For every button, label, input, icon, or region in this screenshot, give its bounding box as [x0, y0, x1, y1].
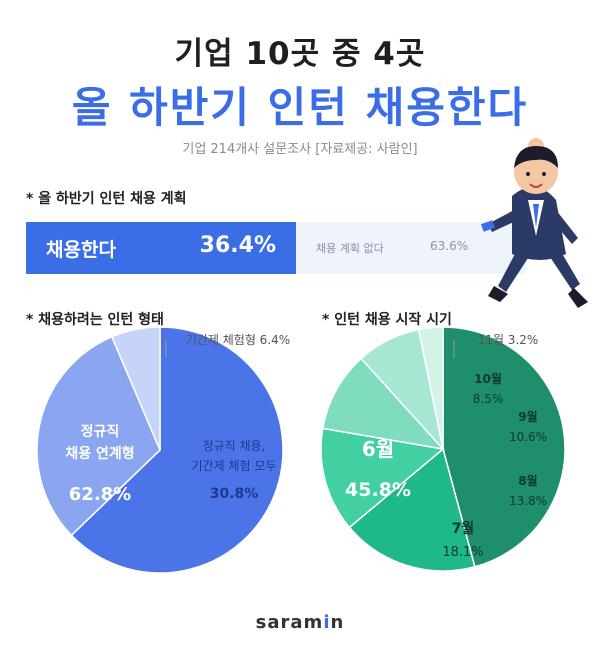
- plan-chart-title: * 올 하반기 인턴 채용 계획: [26, 191, 187, 207]
- month-slice-5: [417, 326, 444, 450]
- type-slice-2-label: 기간제 체험형 6.4%: [186, 333, 290, 347]
- plan-no-label: 채용 계획 없다: [316, 242, 384, 255]
- plan-yes-value: 36.4%: [199, 233, 276, 258]
- month-slice-2-value: 13.8%: [509, 494, 547, 508]
- type-slice-1-value: 30.8%: [210, 486, 259, 502]
- type-slice-2: [110, 326, 161, 451]
- type-slice-1-label-line-2: 기간제 체험 모두: [192, 459, 277, 473]
- businessman-illustration: [480, 138, 588, 308]
- month-slice-4-label: 10월: [474, 371, 502, 386]
- plan-bar-yes: 채용한다 36.4%: [26, 222, 296, 274]
- title-line-2: 올 하반기 인턴 채용한다: [71, 83, 529, 132]
- month-slice-2-label: 8월: [518, 473, 537, 488]
- month-slice-3: [321, 357, 446, 451]
- month-slice-2: [320, 427, 445, 529]
- month-slice-1: [348, 447, 476, 572]
- month-slice-4-value: 8.5%: [473, 392, 504, 406]
- month-chart-title: * 인턴 채용 시작 시기: [322, 312, 452, 328]
- saramin-logo: saramin: [0, 612, 600, 633]
- logo-prefix: saram: [255, 612, 324, 633]
- type-slice-1-label-line-1: 정규직 채용,: [203, 439, 266, 453]
- month-slice-5-label: 11월 3.2%: [478, 333, 539, 347]
- month-slice-1-value: 18.1%: [442, 545, 483, 560]
- month-slice-3-value: 10.6%: [509, 430, 547, 444]
- type-chart-title: * 채용하려는 인턴 형태: [26, 312, 164, 328]
- type-slice-1: [36, 335, 161, 537]
- month-slice-0-value: 45.8%: [345, 479, 411, 501]
- source-note: 기업 214개사 설문조사 [자료제공: 사람인]: [182, 142, 418, 157]
- month-slice-1-label: 7월: [452, 520, 475, 537]
- type-slice-0-label-line-1: 정규직: [81, 423, 120, 440]
- pie-intern-type: [36, 326, 284, 574]
- pie-start-month: [320, 326, 566, 572]
- logo-suffix: n: [330, 612, 345, 633]
- type-slice-0: [70, 326, 284, 574]
- logo-dot-letter: i: [323, 612, 331, 633]
- month-slice-3-label: 9월: [518, 409, 537, 424]
- type-slice-0-value: 62.8%: [69, 484, 131, 505]
- month-slice-0: [442, 326, 566, 568]
- month-slice-0-label: 6월: [362, 437, 394, 461]
- plan-bar-track: 채용한다 36.4% 채용 계획 없다 63.6%: [26, 222, 526, 274]
- title-line-1: 기업 10곳 중 4곳: [174, 36, 426, 72]
- plan-yes-label: 채용한다: [46, 239, 116, 261]
- plan-no-value: 63.6%: [430, 239, 469, 253]
- type-slice-0-label-line-2: 채용 연계형: [65, 445, 134, 462]
